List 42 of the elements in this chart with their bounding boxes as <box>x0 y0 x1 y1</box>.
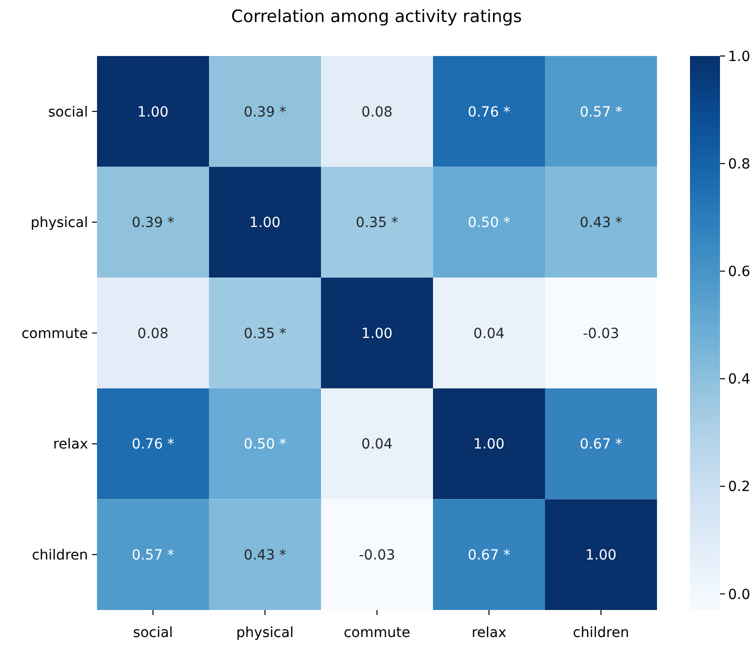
data-label: 1.00 <box>361 326 393 342</box>
data-label: 0.67 * <box>580 436 622 453</box>
y-tick-label: physical <box>30 215 88 232</box>
x-tick-label: physical <box>236 624 294 641</box>
data-label: 0.04 <box>361 436 393 453</box>
color-bar-label: 0.0 <box>728 586 750 603</box>
data-label: 0.35 * <box>356 215 398 232</box>
data-label: 1.00 <box>473 436 505 453</box>
y-tick-label: commute <box>21 326 88 342</box>
data-label: 0.39 * <box>244 104 286 120</box>
x-tick-label: commute <box>344 624 410 641</box>
y-tick-label: children <box>32 548 88 564</box>
x-tick-label: children <box>572 624 630 641</box>
data-label: 0.08 <box>137 326 169 342</box>
data-label: 0.43 * <box>244 548 286 564</box>
data-label: -0.03 <box>358 548 396 564</box>
data-label: 0.04 <box>473 326 505 342</box>
data-label: 1.00 <box>137 104 169 120</box>
data-label: 0.76 * <box>468 104 510 120</box>
chart-title: Correlation among activity ratings <box>231 7 522 27</box>
x-tick-label: social <box>133 624 173 641</box>
data-label: 0.39 * <box>132 215 174 232</box>
data-label: 0.35 * <box>244 326 286 342</box>
color-bar-label: 0.8 <box>728 156 750 172</box>
data-label: 1.00 <box>249 215 281 232</box>
data-label: 0.57 * <box>580 104 622 120</box>
color-bar-label: 0.4 <box>728 372 750 388</box>
x-tick-label: relax <box>472 624 506 641</box>
data-label: 1.00 <box>585 548 617 564</box>
data-label: 0.57 * <box>132 548 174 564</box>
data-label: 0.67 * <box>468 548 510 564</box>
color-bar-label: 0.2 <box>728 479 750 496</box>
y-tick-label: social <box>48 104 88 120</box>
y-tick-label: relax <box>53 436 88 453</box>
data-label: 0.50 * <box>244 436 286 453</box>
data-label: 0.50 * <box>468 215 510 232</box>
data-label: 0.43 * <box>580 215 622 232</box>
data-label: -0.03 <box>582 326 620 342</box>
data-label: 0.76 * <box>132 436 174 453</box>
data-label: 0.08 <box>361 104 393 120</box>
color-bar-label: 1.0 <box>728 48 750 65</box>
color-bar-label: 0.6 <box>728 264 750 280</box>
